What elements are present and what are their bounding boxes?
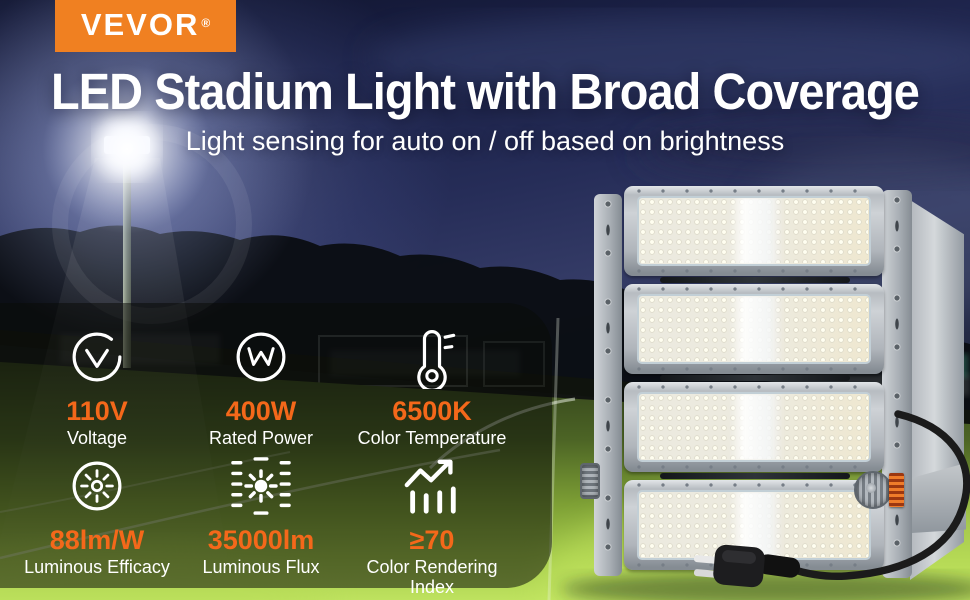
led-module xyxy=(624,382,884,472)
spec-value: 400W xyxy=(225,396,297,426)
module-hinge xyxy=(660,277,850,283)
module-hinge xyxy=(660,473,850,479)
power-circle-w-icon xyxy=(233,325,289,389)
product-sticker xyxy=(889,473,904,507)
led-module xyxy=(624,480,884,570)
product-image-led-stadium-light xyxy=(580,176,970,590)
spec-label: Voltage xyxy=(66,428,128,449)
spec-luminous-efficacy: 88lm/W Luminous Efficacy xyxy=(16,454,178,598)
led-module xyxy=(624,284,884,374)
rising-bar-chart-icon xyxy=(401,454,463,518)
spec-label: Rated Power xyxy=(208,428,314,449)
spec-value: 88lm/W xyxy=(49,525,145,555)
spec-color-rendering-index: ≥70 Color Rendering Index xyxy=(344,454,520,598)
sun-burst-circle-icon xyxy=(69,454,125,518)
frame-rail-left xyxy=(594,194,622,576)
spec-value: ≥70 xyxy=(409,525,455,555)
led-panel xyxy=(637,392,871,462)
spec-label: Luminous Flux xyxy=(202,557,320,578)
thermometer-icon xyxy=(407,325,457,389)
spec-voltage: 110V Voltage xyxy=(16,325,178,454)
spec-rated-power: 400W Rated Power xyxy=(178,325,344,454)
registered-trademark: ® xyxy=(201,16,211,30)
led-module xyxy=(624,186,884,276)
spec-value: 35000lm xyxy=(207,525,315,555)
subheadline: Light sensing for auto on / off based on… xyxy=(185,126,785,156)
adjustment-knob-left xyxy=(580,463,600,499)
spec-value: 6500K xyxy=(392,396,472,426)
spec-label: Color Temperature xyxy=(357,428,507,449)
spec-value: 110V xyxy=(66,396,128,426)
spec-label: Color Rendering Index xyxy=(366,557,498,598)
headline: LED Stadium Light with Broad Coverage xyxy=(51,63,920,120)
spec-label: Luminous Efficacy xyxy=(24,557,170,578)
brand-logo: VEVOR ® xyxy=(55,0,236,52)
spec-luminous-flux: 35000lm Luminous Flux xyxy=(178,454,344,598)
brand-logo-text: VEVOR xyxy=(80,7,200,42)
led-panel xyxy=(637,294,871,364)
frame-rail-right xyxy=(882,190,912,578)
led-panel xyxy=(637,196,871,266)
adjustment-knob-right xyxy=(854,471,892,509)
led-modules xyxy=(624,186,884,578)
led-panel xyxy=(637,490,871,560)
voltage-circle-v-icon xyxy=(69,325,125,389)
spec-color-temperature: 6500K Color Temperature xyxy=(344,325,520,454)
spec-panel: 110V Voltage 400W Rated Power 6500K xyxy=(0,303,552,597)
led-panel-sun-icon xyxy=(231,454,291,518)
module-hinge xyxy=(660,375,850,381)
